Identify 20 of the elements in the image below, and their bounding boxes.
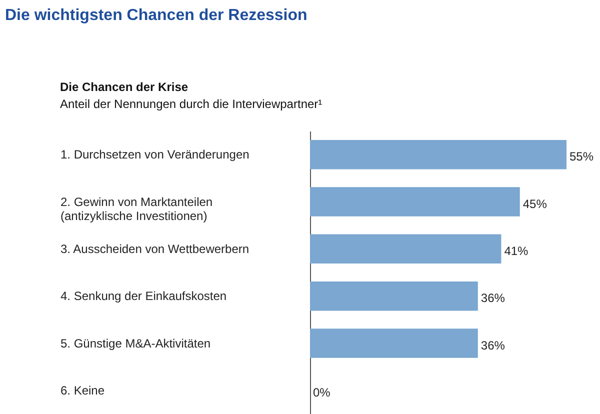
- data-label: 45%: [522, 196, 548, 211]
- bar: [310, 328, 478, 358]
- text: Die wichtigsten Chancen der Rezession: [5, 7, 308, 24]
- bar: [310, 281, 478, 311]
- text: Anteil der Nennungen durch die Interviewpartner¹: [60, 97, 322, 111]
- data-label: 36%: [480, 338, 506, 352]
- y-tick-label: 3. Ausscheiden von Wettbewerbern: [60, 242, 250, 256]
- data-label: 36%: [480, 291, 506, 306]
- bar: [310, 234, 502, 264]
- y-tick-label: 1. Durchsetzen von Veränderungen: [60, 148, 250, 162]
- y-tick-label: 2. Gewinn von Marktanteilen (antizyklische Investitionen): [60, 194, 213, 223]
- bar: [310, 187, 520, 216]
- data-label: 0%: [313, 385, 331, 400]
- data-label: 55%: [570, 150, 594, 164]
- y-tick-label: 4. Senkung der Einkaufskosten: [60, 289, 227, 304]
- y-tick-label: 5. Günstige M&A-Aktivitäten: [60, 336, 211, 350]
- bar: [310, 140, 566, 170]
- text: Die Chancen der Krise: [60, 80, 188, 94]
- y-tick-label: 6. Keine: [60, 383, 105, 398]
- data-label: 41%: [504, 244, 529, 258]
